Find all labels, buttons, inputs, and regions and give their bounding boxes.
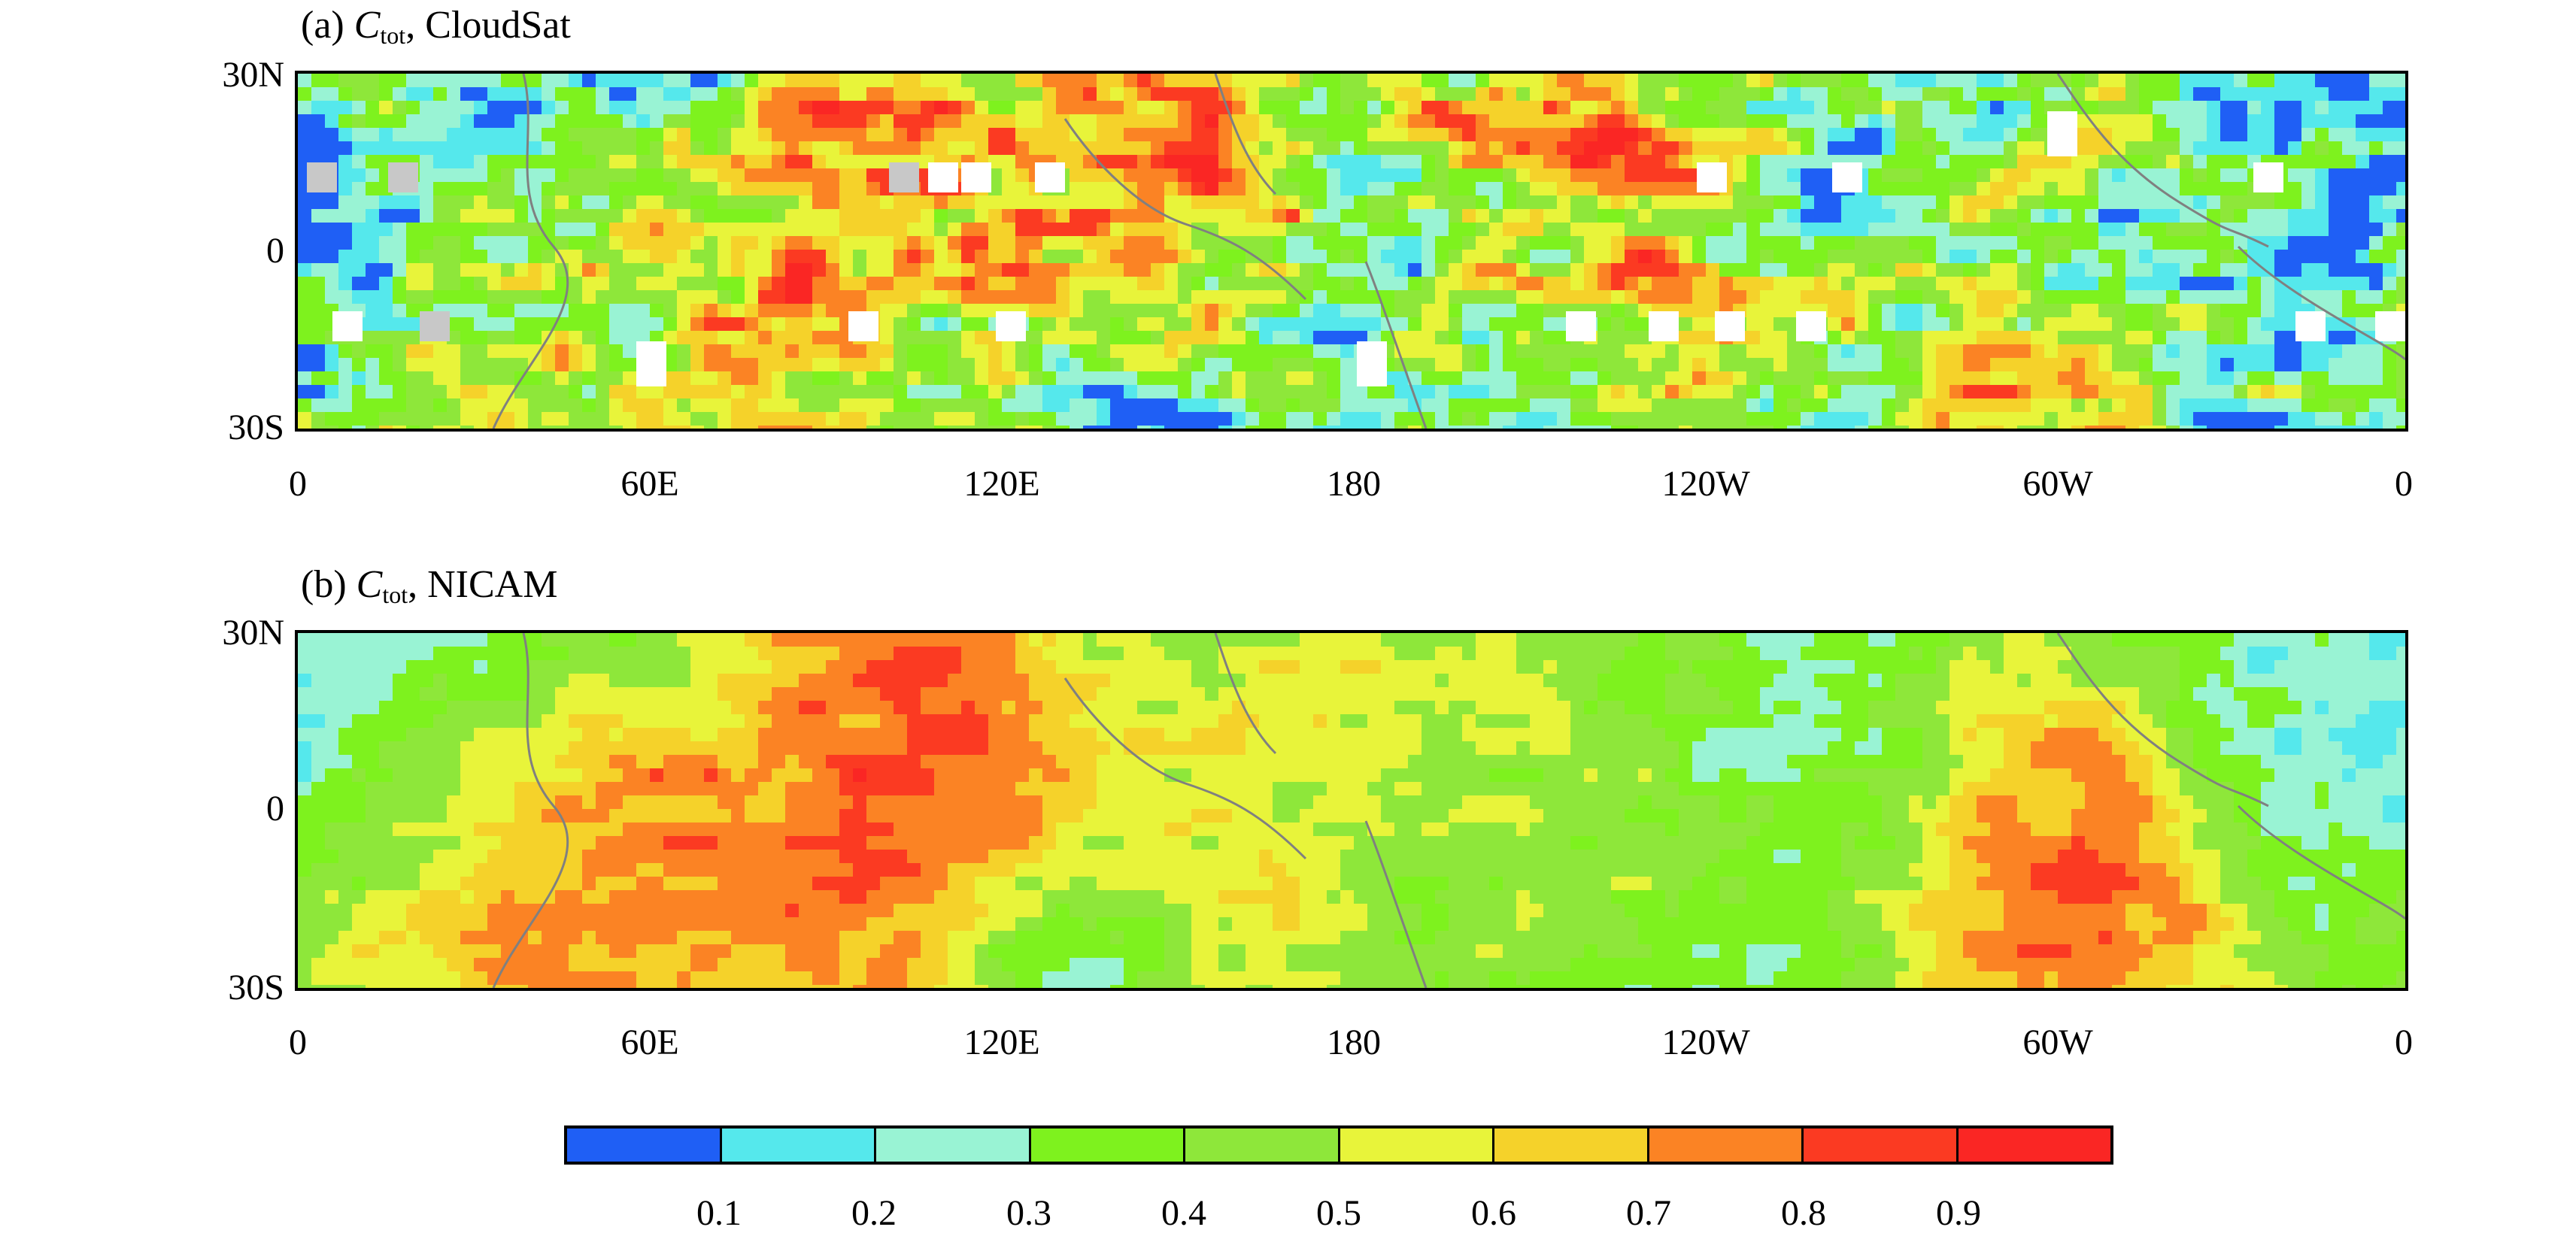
- missing-data-patch: [848, 311, 878, 341]
- missing-data-patch: [2253, 162, 2283, 192]
- colorbar-segment: [1649, 1128, 1804, 1162]
- colorbar-segment: [567, 1128, 722, 1162]
- panel-a-suffix: , CloudSat: [405, 4, 571, 47]
- panel-a-lon-120w: 120W: [1661, 466, 1749, 502]
- panel-b-lon-120e: 120E: [963, 1025, 1039, 1061]
- colorbar-segment: [1340, 1128, 1495, 1162]
- panel-a-map: [295, 71, 2408, 432]
- panel-a-title: (a) Ctot, CloudSat: [301, 6, 571, 47]
- panel-b-contour-field: [298, 633, 2405, 988]
- missing-data-patch: [928, 162, 958, 192]
- colorbar-segment: [876, 1128, 1031, 1162]
- panel-a-lat-30s: 30S: [179, 410, 284, 446]
- missing-data-patch: [1566, 311, 1596, 341]
- panel-b-lon-120w: 120W: [1661, 1025, 1749, 1061]
- colorbar: [564, 1125, 2113, 1165]
- missing-data-patch: [332, 311, 363, 341]
- panel-a-lat-0: 0: [179, 233, 284, 269]
- colorbar-label: 0.3: [1006, 1195, 1051, 1231]
- colorbar-segment: [722, 1128, 877, 1162]
- colorbar-label: 0.1: [696, 1195, 742, 1231]
- panel-b-subscript: tot: [382, 581, 408, 608]
- panel-b-prefix: (b): [301, 563, 357, 606]
- panel-b-suffix: , NICAM: [408, 563, 557, 606]
- panel-a-contour-field: [298, 74, 2405, 429]
- missing-data-patch: [636, 341, 666, 386]
- missing-data-patch: [1715, 311, 1745, 341]
- panel-a-lat-30n: 30N: [179, 57, 284, 93]
- colorbar-segment: [1185, 1128, 1340, 1162]
- colorbar-segment: [1494, 1128, 1649, 1162]
- missing-data-patch: [996, 311, 1026, 341]
- missing-data-patch: [307, 162, 337, 192]
- missing-data-patch: [1697, 162, 1727, 192]
- panel-b-lon-180: 180: [1327, 1025, 1381, 1061]
- missing-data-patch: [1035, 162, 1065, 192]
- panel-b-lon-0: 0: [289, 1025, 307, 1061]
- colorbar-label: 0.4: [1161, 1195, 1206, 1231]
- colorbar-label: 0.7: [1626, 1195, 1671, 1231]
- colorbar-label: 0.6: [1471, 1195, 1516, 1231]
- colorbar-label: 0.5: [1316, 1195, 1361, 1231]
- missing-data-patch: [2047, 111, 2077, 156]
- panel-b-lat-30n: 30N: [179, 615, 284, 651]
- panel-a-lon-120e: 120E: [963, 466, 1039, 502]
- panel-a-subscript: tot: [380, 22, 405, 49]
- panel-b-lat-0: 0: [179, 791, 284, 827]
- missing-data-patch: [1796, 311, 1826, 341]
- panel-b-title: (b) Ctot, NICAM: [301, 565, 557, 607]
- panel-b-symbol: C: [357, 563, 383, 606]
- panel-b-lon-360: 0: [2395, 1025, 2413, 1061]
- missing-data-patch: [388, 162, 418, 192]
- panel-b-lon-60w: 60W: [2022, 1025, 2092, 1061]
- panel-a-lon-60w: 60W: [2022, 466, 2092, 502]
- missing-data-patch: [2295, 311, 2326, 341]
- missing-data-patch: [961, 162, 991, 192]
- panel-a-lon-180: 180: [1327, 466, 1381, 502]
- colorbar-label: 0.9: [1936, 1195, 1981, 1231]
- colorbar-segment: [1959, 1128, 2111, 1162]
- panel-a-symbol: C: [354, 4, 381, 47]
- panel-a-lon-60e: 60E: [620, 466, 678, 502]
- missing-data-patch: [1832, 162, 1862, 192]
- missing-data-patch: [420, 311, 450, 341]
- missing-data-patch: [1649, 311, 1679, 341]
- panel-b-lat-30s: 30S: [179, 970, 284, 1006]
- colorbar-label: 0.2: [851, 1195, 897, 1231]
- panel-b-lon-60e: 60E: [620, 1025, 678, 1061]
- missing-data-patch: [1357, 341, 1387, 386]
- panel-a-prefix: (a): [301, 4, 354, 47]
- panel-b-map: [295, 630, 2408, 991]
- missing-data-patch: [2375, 311, 2405, 341]
- panel-a-lon-0: 0: [289, 466, 307, 502]
- colorbar-segment: [1804, 1128, 1959, 1162]
- colorbar-segment: [1031, 1128, 1186, 1162]
- missing-data-patch: [889, 162, 919, 192]
- colorbar-label: 0.8: [1781, 1195, 1826, 1231]
- panel-a-lon-360: 0: [2395, 466, 2413, 502]
